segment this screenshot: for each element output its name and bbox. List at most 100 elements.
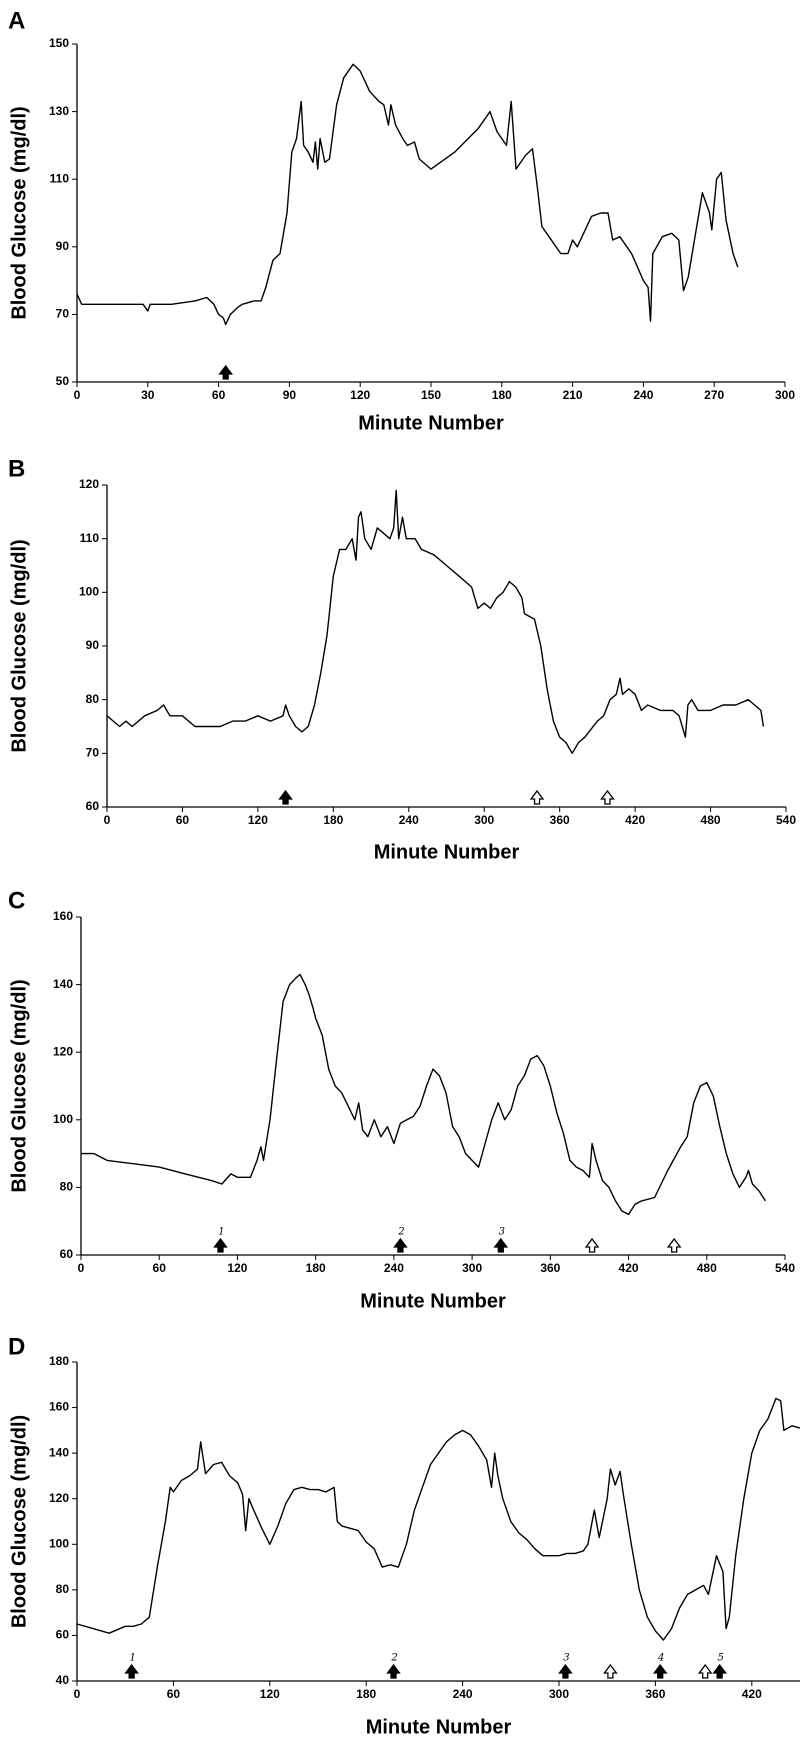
y-tick-label: 120 (49, 1491, 69, 1505)
arrow-number: 2 (397, 1227, 404, 1238)
x-tick-label: 420 (619, 1261, 639, 1275)
x-tick-label: 210 (563, 388, 583, 402)
x-tick-label: 60 (212, 388, 226, 402)
arrow-number: 2 (390, 1653, 397, 1664)
y-tick-label: 110 (80, 531, 100, 545)
arrow-number: 3 (563, 1653, 569, 1664)
x-tick-label: 540 (775, 1261, 795, 1275)
meal-arrow (558, 1663, 573, 1679)
y-tick-label: 80 (86, 692, 100, 706)
y-tick-label: 90 (86, 638, 100, 652)
y-tick-label: 60 (86, 799, 100, 813)
meal-arrow (652, 1663, 668, 1679)
x-tick-label: 30 (141, 388, 155, 402)
y-axis-title: Blood Glucose (mg/dl) (8, 539, 30, 752)
arrow-number: 1 (218, 1227, 224, 1238)
x-tick-label: 300 (474, 813, 494, 827)
x-tick-label: 120 (350, 388, 370, 402)
x-axis-title: Minute Number (358, 412, 504, 434)
x-tick-label: 60 (153, 1261, 167, 1275)
x-tick-label: 240 (453, 1687, 473, 1701)
x-tick-label: 420 (742, 1687, 762, 1701)
meal-arrow (386, 1663, 401, 1679)
y-tick-label: 50 (56, 374, 70, 388)
arrow-number: 1 (129, 1653, 135, 1664)
panel-label: B (8, 455, 25, 482)
y-tick-label: 160 (53, 909, 73, 923)
x-tick-label: 240 (633, 388, 653, 402)
x-tick-label: 270 (704, 388, 724, 402)
x-tick-label: 120 (260, 1687, 280, 1701)
x-axis-title: Minute Number (360, 1290, 506, 1312)
x-tick-label: 240 (399, 813, 419, 827)
y-tick-label: 130 (49, 104, 69, 118)
meal-arrow (697, 1663, 713, 1679)
x-tick-label: 0 (104, 813, 111, 827)
y-tick-label: 150 (49, 36, 69, 50)
y-tick-label: 80 (56, 1582, 70, 1596)
x-tick-label: 0 (78, 1261, 85, 1275)
meal-arrow (124, 1663, 139, 1679)
y-tick-label: 100 (79, 585, 99, 599)
x-tick-label: 60 (176, 813, 190, 827)
x-tick-label: 360 (550, 813, 570, 827)
meal-arrow (603, 1663, 618, 1679)
meal-arrow (529, 789, 545, 805)
x-tick-label: 300 (462, 1261, 482, 1275)
y-tick-label: 70 (56, 307, 70, 321)
x-tick-label: 360 (645, 1687, 665, 1701)
x-tick-label: 180 (306, 1261, 326, 1275)
x-axis-title: Minute Number (374, 841, 520, 863)
y-tick-label: 120 (79, 477, 99, 491)
y-tick-label: 160 (49, 1400, 69, 1414)
meal-arrow (712, 1663, 727, 1679)
x-tick-label: 360 (540, 1261, 560, 1275)
glucose-line (76, 1397, 801, 1641)
y-tick-label: 60 (56, 1628, 70, 1642)
meal-arrow (493, 1237, 509, 1253)
y-tick-label: 60 (60, 1247, 74, 1261)
panel-label: D (8, 1333, 25, 1360)
y-tick-label: 90 (56, 239, 70, 253)
y-tick-label: 110 (50, 171, 70, 185)
x-tick-label: 120 (248, 813, 268, 827)
meal-arrow (393, 1237, 408, 1253)
panel-label: C (8, 887, 25, 914)
y-tick-label: 80 (60, 1180, 74, 1194)
meal-arrow (600, 789, 615, 805)
y-tick-label: 100 (49, 1536, 69, 1550)
x-tick-label: 180 (323, 813, 343, 827)
y-tick-label: 120 (53, 1044, 73, 1058)
x-axis-title: Minute Number (366, 1716, 512, 1738)
x-tick-label: 300 (549, 1687, 569, 1701)
meal-arrow (278, 789, 293, 805)
y-tick-label: 180 (49, 1354, 69, 1368)
glucose-line (76, 63, 739, 326)
x-tick-label: 0 (74, 1687, 81, 1701)
x-tick-label: 120 (227, 1261, 247, 1275)
x-tick-label: 240 (384, 1261, 404, 1275)
y-axis-title: Blood Glucose (mg/dl) (8, 106, 30, 319)
y-tick-label: 140 (49, 1445, 69, 1459)
arrow-number: 5 (717, 1653, 723, 1664)
x-tick-label: 180 (492, 388, 512, 402)
glucose-line (106, 489, 765, 754)
meal-arrow (213, 1237, 228, 1253)
y-tick-label: 70 (86, 746, 100, 760)
y-tick-label: 140 (53, 977, 73, 991)
y-tick-label: 100 (53, 1112, 73, 1126)
y-tick-label: 40 (56, 1673, 70, 1687)
meal-arrow (218, 364, 233, 380)
x-tick-label: 180 (356, 1687, 376, 1701)
x-tick-label: 540 (776, 813, 796, 827)
meal-arrow (584, 1237, 600, 1253)
x-tick-label: 480 (697, 1261, 717, 1275)
x-tick-label: 60 (167, 1687, 181, 1701)
x-tick-label: 420 (625, 813, 645, 827)
arrow-number: 4 (657, 1653, 664, 1664)
x-tick-label: 480 (701, 813, 721, 827)
x-tick-label: 0 (74, 388, 81, 402)
y-axis-title: Blood Glucose (mg/dl) (8, 1415, 30, 1628)
panel-label: A (8, 7, 25, 34)
